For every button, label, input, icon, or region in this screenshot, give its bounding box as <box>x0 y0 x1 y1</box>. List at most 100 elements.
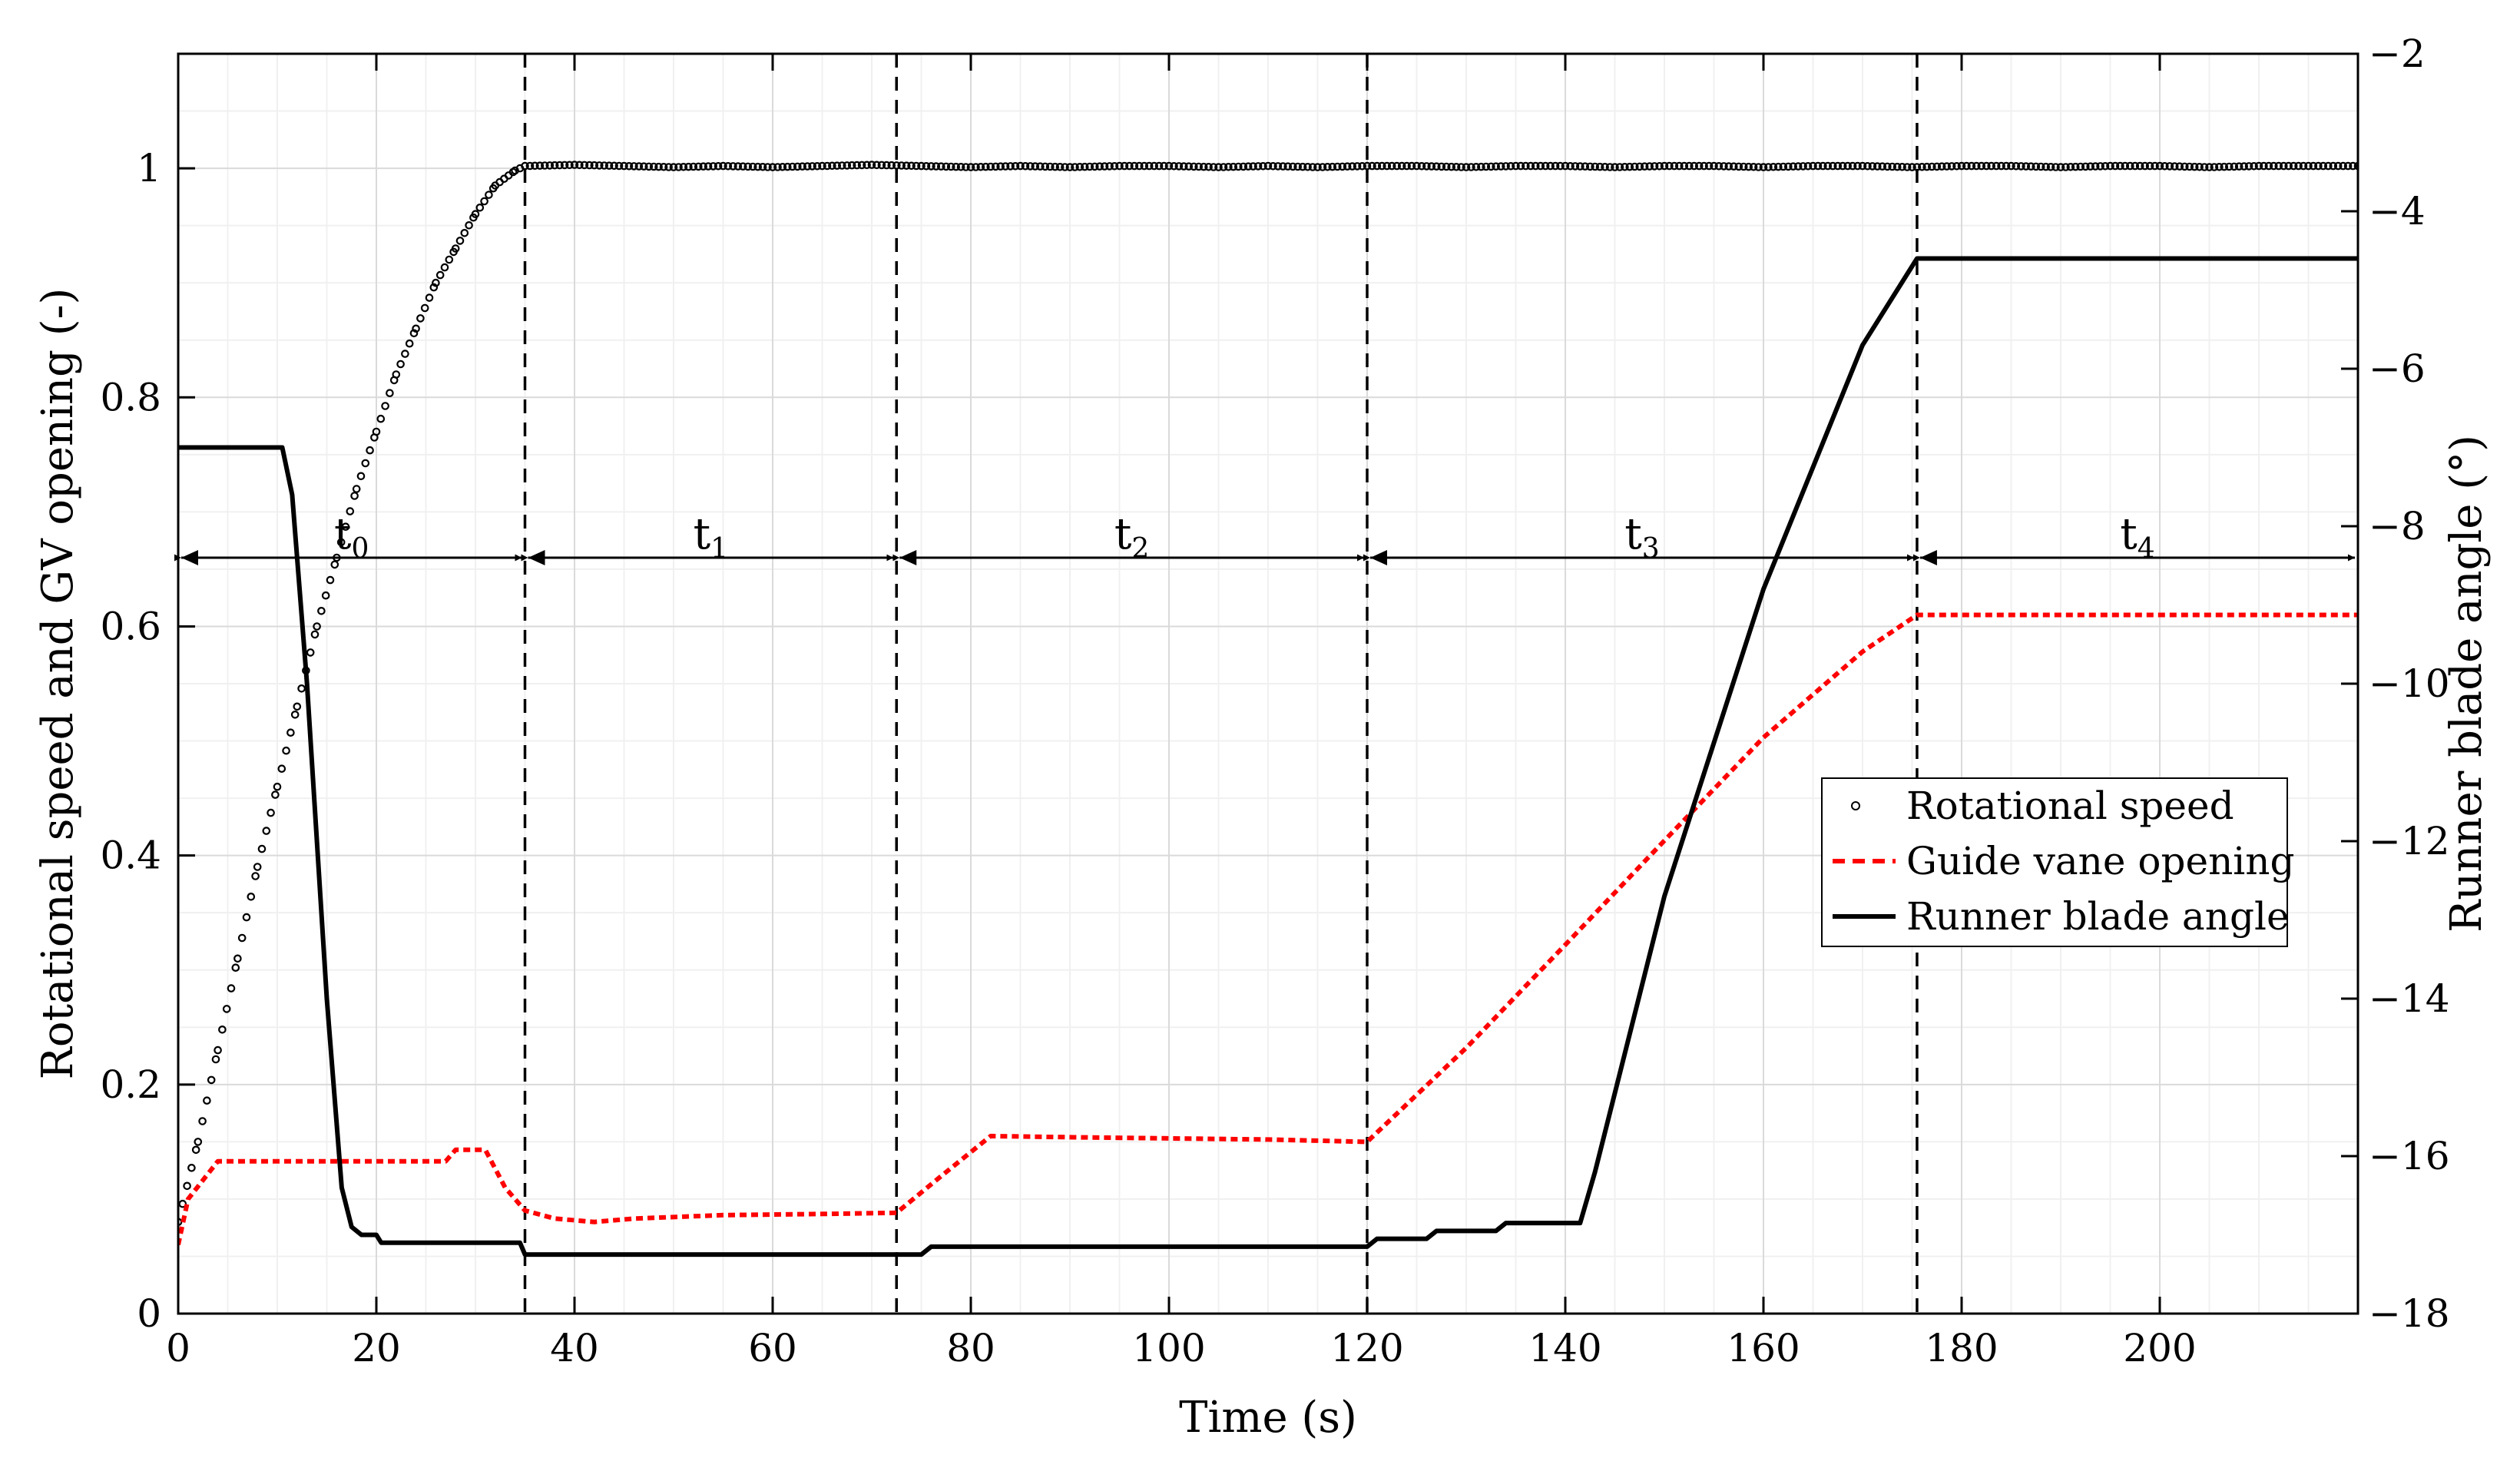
left-y-tick-label: 0.8 <box>100 375 161 419</box>
speed-data-point <box>1378 161 1386 171</box>
left-y-tick-label: 0.6 <box>100 604 161 648</box>
phase-t1: t1 <box>521 509 894 565</box>
phase-t2: t2 <box>892 509 1364 565</box>
speed-data-point <box>1972 161 1981 171</box>
right-y-tick-label: −12 <box>2369 819 2450 863</box>
speed-data-point <box>768 163 777 171</box>
speed-data-point <box>1957 161 1966 171</box>
right-y-tick-label: −6 <box>2369 346 2426 391</box>
speed-data-point <box>2343 161 2353 171</box>
speed-data-point <box>1670 161 1679 171</box>
phase-arrows: t0 t1 t2 t3 t4 <box>174 509 2355 565</box>
speed-data-point <box>2041 162 2050 171</box>
speed-data-point <box>912 161 921 171</box>
right-y-tick-label: −4 <box>2369 189 2426 234</box>
speed-data-point <box>1447 162 1455 171</box>
speed-data-point <box>2101 162 2110 171</box>
speed-data-point <box>1081 162 1089 171</box>
speed-data-point <box>649 162 658 171</box>
speed-data-point <box>1243 162 1253 171</box>
speed-data-point <box>1253 162 1263 171</box>
speed-data-point <box>1199 162 1208 171</box>
speed-data-point <box>251 872 260 880</box>
speed-data-point <box>2091 162 2100 171</box>
speed-data-point <box>1536 161 1545 171</box>
x-tick-label: 160 <box>1727 1326 1800 1370</box>
speed-data-point <box>1571 162 1580 171</box>
speed-data-point <box>982 162 990 171</box>
speed-data-point <box>1492 162 1500 171</box>
left-y-axis-title: Rotational speed and GV opening (-) <box>33 288 83 1080</box>
speed-data-point <box>1452 163 1461 171</box>
series-runner-blade-angle <box>178 256 2358 1258</box>
speed-data-point <box>1472 163 1481 171</box>
speed-data-point <box>2022 162 2031 171</box>
speed-data-point <box>2244 162 2253 171</box>
speed-data-point <box>1239 162 1248 171</box>
speed-data-point <box>222 1005 231 1013</box>
speed-data-point <box>689 162 698 171</box>
left-y-tick-label: 0.2 <box>100 1062 161 1107</box>
speed-data-point <box>1704 161 1714 171</box>
speed-data-point <box>1011 162 1020 171</box>
speed-data-point <box>297 684 306 693</box>
speed-data-point <box>1868 162 1877 171</box>
speed-data-point <box>972 163 980 171</box>
speed-data-point <box>1318 163 1327 171</box>
speed-data-point <box>2240 162 2248 171</box>
speed-data-point <box>271 790 280 799</box>
right-y-tick-label: −10 <box>2369 661 2450 706</box>
speed-data-point <box>336 538 346 547</box>
phase-label: t3 <box>1624 509 1659 565</box>
speed-data-point <box>1556 161 1565 171</box>
speed-data-point <box>1091 162 1099 171</box>
legend: Rotational speed Guide vane opening Runn… <box>1821 777 2294 947</box>
speed-data-point <box>429 283 439 292</box>
speed-data-point <box>833 161 842 170</box>
speed-data-point <box>2195 163 2204 171</box>
speed-data-point <box>2274 161 2283 171</box>
phase-t0: t0 <box>174 509 522 565</box>
speed-data-point <box>1694 161 1704 171</box>
speed-data-point <box>2007 161 2015 171</box>
speed-data-point <box>227 984 236 992</box>
speed-data-point <box>1259 162 1267 171</box>
speed-data-point <box>1174 162 1184 171</box>
speed-data-point <box>1140 161 1149 171</box>
speed-data-point <box>1392 161 1401 171</box>
speed-data-point <box>753 162 762 171</box>
phase-arrowhead-left <box>899 550 917 565</box>
speed-data-point <box>2121 161 2130 171</box>
speed-data-point <box>1992 161 2001 171</box>
speed-data-point <box>2284 161 2293 171</box>
speed-data-point <box>1640 162 1649 171</box>
speed-data-point <box>575 161 584 170</box>
legend-label-guide-vane-opening: Guide vane opening <box>1906 839 2294 883</box>
speed-data-point <box>2329 161 2338 171</box>
speed-data-point <box>1407 161 1416 171</box>
phase-boundaries <box>523 54 1919 1314</box>
speed-data-point <box>1918 163 1926 171</box>
speed-data-point <box>2096 162 2104 171</box>
speed-data-point <box>465 220 473 230</box>
speed-data-point <box>2294 161 2303 171</box>
speed-data-point <box>412 324 420 333</box>
speed-data-point <box>1982 161 1991 171</box>
speed-data-point <box>2135 161 2144 171</box>
speed-data-point <box>639 162 648 171</box>
speed-data-point <box>1690 161 1698 171</box>
speed-data-point <box>2106 161 2114 171</box>
speed-data-point <box>183 1181 191 1191</box>
speed-data-point <box>1902 163 1912 171</box>
speed-data-point <box>565 161 574 170</box>
speed-data-point <box>763 163 772 171</box>
speed-data-point <box>1343 162 1352 171</box>
speed-data-point <box>1328 162 1337 171</box>
speed-data-point <box>1591 162 1599 171</box>
speed-data-point <box>1779 162 1788 171</box>
speed-data-point <box>1601 163 1609 171</box>
speed-data-point <box>2190 162 2199 171</box>
speed-data-point <box>396 360 405 369</box>
speed-data-point <box>1229 162 1238 171</box>
speed-data-point <box>455 237 465 245</box>
